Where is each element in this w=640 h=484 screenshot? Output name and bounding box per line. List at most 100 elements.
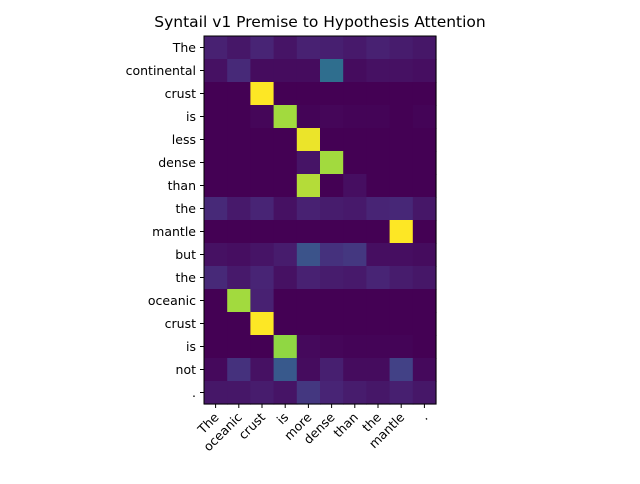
heatmap-cell xyxy=(250,335,275,359)
heatmap-cell xyxy=(250,174,275,198)
heatmap-cell xyxy=(296,289,321,313)
heatmap-cell xyxy=(204,289,228,313)
heatmap-cell xyxy=(273,151,298,175)
heatmap-cell xyxy=(250,289,275,313)
heatmap-cell xyxy=(273,220,298,244)
heatmap-cell xyxy=(343,335,367,359)
heatmap-cell xyxy=(389,128,414,152)
heatmap-cell xyxy=(296,358,321,382)
heatmap-cell xyxy=(343,105,367,129)
y-tick-label: the xyxy=(175,270,196,285)
heatmap-cell xyxy=(389,381,414,405)
heatmap-cell xyxy=(412,289,437,313)
y-axis: The continental crust is less dense than the man… xyxy=(126,40,204,400)
y-tick-label: The xyxy=(172,40,197,55)
heatmap-cell xyxy=(296,312,321,336)
heatmap-cell xyxy=(389,174,414,198)
heatmap-cell xyxy=(204,59,228,83)
heatmap-cell xyxy=(320,243,344,267)
heatmap-cell xyxy=(366,174,391,198)
heatmap-cell xyxy=(204,266,228,290)
y-tick-label: not xyxy=(176,362,197,377)
heatmap-cell xyxy=(320,220,344,244)
y-tick-label: but xyxy=(175,247,196,262)
heatmap-cell xyxy=(204,312,228,336)
heatmap-cell xyxy=(320,358,344,382)
heatmap-cell xyxy=(412,243,437,267)
heatmap-cell xyxy=(296,266,321,290)
heatmap-cell xyxy=(389,197,414,221)
heatmap-cell xyxy=(366,128,391,152)
heatmap-cells xyxy=(204,36,437,405)
heatmap-cell xyxy=(343,312,367,336)
heatmap-cell xyxy=(412,151,437,175)
heatmap-cell xyxy=(250,358,275,382)
heatmap-cell xyxy=(273,174,298,198)
heatmap-cell xyxy=(320,59,344,83)
heatmap-cell xyxy=(343,174,367,198)
y-tick-label: dense xyxy=(158,155,196,170)
heatmap-cell xyxy=(389,82,414,106)
heatmap-cell xyxy=(412,266,437,290)
heatmap-cell xyxy=(250,105,275,129)
heatmap-cell xyxy=(389,358,414,382)
heatmap-cell xyxy=(227,358,251,382)
heatmap-cell xyxy=(227,243,251,267)
heatmap-cell xyxy=(227,174,251,198)
heatmap-cell xyxy=(250,266,275,290)
heatmap-cell xyxy=(389,243,414,267)
heatmap-cell xyxy=(366,381,391,405)
heatmap-cell xyxy=(227,335,251,359)
heatmap-cell xyxy=(273,312,298,336)
heatmap-cell xyxy=(389,59,414,83)
heatmap-cell xyxy=(412,197,437,221)
heatmap-cell xyxy=(204,105,228,129)
heatmap-cell xyxy=(366,289,391,313)
heatmap-cell xyxy=(273,105,298,129)
heatmap-cell xyxy=(412,358,437,382)
heatmap-cell xyxy=(412,128,437,152)
heatmap-cell xyxy=(273,82,298,106)
heatmap-cell xyxy=(250,36,275,60)
heatmap-cell xyxy=(366,82,391,106)
heatmap-cell xyxy=(227,151,251,175)
heatmap-cell xyxy=(273,335,298,359)
heatmap-cell xyxy=(412,82,437,106)
heatmap-cell xyxy=(204,335,228,359)
heatmap-cell xyxy=(343,381,367,405)
heatmap-cell xyxy=(412,335,437,359)
heatmap-cell xyxy=(320,289,344,313)
heatmap-cell xyxy=(412,220,437,244)
heatmap-cell xyxy=(343,36,367,60)
heatmap-cell xyxy=(296,105,321,129)
heatmap-cell xyxy=(296,243,321,267)
heatmap-cell xyxy=(366,220,391,244)
heatmap-cell xyxy=(389,105,414,129)
heatmap-cell xyxy=(366,358,391,382)
heatmap-cell xyxy=(204,174,228,198)
heatmap-cell xyxy=(273,289,298,313)
heatmap-cell xyxy=(343,289,367,313)
heatmap-cell xyxy=(320,381,344,405)
heatmap-cell xyxy=(320,174,344,198)
heatmap-cell xyxy=(227,59,251,83)
heatmap-cell xyxy=(273,381,298,405)
heatmap-cell xyxy=(343,266,367,290)
heatmap-cell xyxy=(412,312,437,336)
heatmap-cell xyxy=(412,36,437,60)
heatmap-cell xyxy=(366,243,391,267)
heatmap-cell xyxy=(296,59,321,83)
heatmap-cell xyxy=(250,82,275,106)
heatmap-cell xyxy=(227,381,251,405)
heatmap-cell xyxy=(366,312,391,336)
y-tick-label: oceanic xyxy=(148,293,196,308)
heatmap-cell xyxy=(296,220,321,244)
y-tick-label: is xyxy=(186,109,196,124)
heatmap-cell xyxy=(366,335,391,359)
heatmap-cell xyxy=(343,358,367,382)
y-tick-label: . xyxy=(192,385,196,400)
heatmap-cell xyxy=(250,381,275,405)
heatmap-cell xyxy=(412,174,437,198)
heatmap-cell xyxy=(227,266,251,290)
